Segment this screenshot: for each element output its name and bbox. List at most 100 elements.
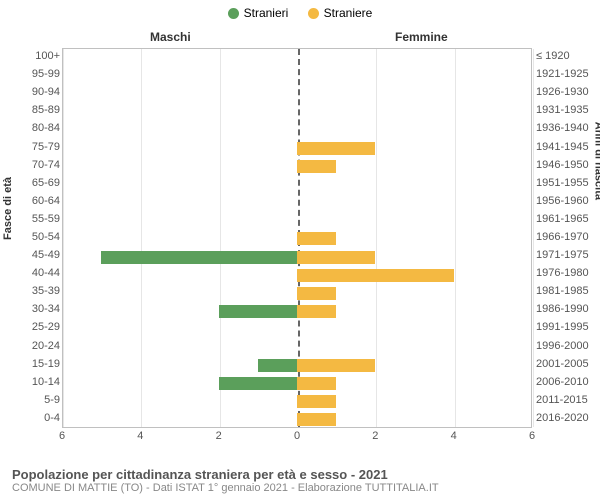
y-left-label: 60-64 [4,195,60,207]
bar-female [297,142,375,155]
population-pyramid-chart: Stranieri Straniere Maschi Femmine Fasce… [0,0,600,500]
bar-female [297,413,336,426]
bar-male [258,359,297,372]
age-row [63,248,531,266]
y-right-label: 1941-1945 [536,141,598,153]
x-tick-label: 0 [294,430,300,442]
y-right-label: 1926-1930 [536,86,598,98]
age-row [63,393,531,411]
age-row [63,320,531,338]
age-row [63,67,531,85]
legend: Stranieri Straniere [0,6,600,22]
bar-female [297,269,454,282]
age-row [63,85,531,103]
chart-footer: Popolazione per cittadinanza straniera p… [12,467,439,494]
bar-male [219,305,297,318]
gridline [533,49,534,427]
y-right-label: 1986-1990 [536,303,598,315]
age-row [63,284,531,302]
y-right-label: 1991-1995 [536,321,598,333]
age-row [63,139,531,157]
y-right-label: 1921-1925 [536,68,598,80]
y-left-label: 25-29 [4,321,60,333]
legend-swatch-female [308,8,319,19]
age-row [63,194,531,212]
y-left-label: 100+ [4,50,60,62]
x-tick-label: 2 [216,430,222,442]
bar-female [297,160,336,173]
age-row [63,230,531,248]
bar-female [297,305,336,318]
y-left-label: 40-44 [4,267,60,279]
y-right-label: 1966-1970 [536,231,598,243]
y-left-label: 45-49 [4,249,60,261]
age-row [63,158,531,176]
y-right-label: 1996-2000 [536,340,598,352]
y-left-label: 50-54 [4,231,60,243]
age-row [63,121,531,139]
y-left-label: 20-24 [4,340,60,352]
y-left-label: 85-89 [4,104,60,116]
x-tick-label: 6 [59,430,65,442]
y-left-label: 0-4 [4,412,60,424]
y-right-label: 1981-1985 [536,285,598,297]
bar-female [297,287,336,300]
age-row [63,339,531,357]
chart-title: Popolazione per cittadinanza straniera p… [12,467,439,482]
bar-female [297,232,336,245]
y-left-label: 70-74 [4,159,60,171]
x-tick-label: 6 [529,430,535,442]
age-row [63,357,531,375]
y-right-label: 2016-2020 [536,412,598,424]
chart-subtitle: COMUNE DI MATTIE (TO) - Dati ISTAT 1° ge… [12,482,439,494]
bar-female [297,251,375,264]
bar-male [101,251,297,264]
legend-swatch-male [228,8,239,19]
y-left-label: 75-79 [4,141,60,153]
legend-item-female: Straniere [308,6,373,20]
y-right-label: 1936-1940 [536,122,598,134]
y-right-label: 2001-2005 [536,358,598,370]
bar-female [297,395,336,408]
y-left-label: 95-99 [4,68,60,80]
y-left-label: 55-59 [4,213,60,225]
bar-female [297,377,336,390]
bar-female [297,359,375,372]
y-left-label: 5-9 [4,394,60,406]
column-header-left: Maschi [150,30,191,44]
age-row [63,212,531,230]
age-row [63,411,531,429]
y-left-label: 90-94 [4,86,60,98]
age-row [63,375,531,393]
y-right-label: 2011-2015 [536,394,598,406]
y-left-label: 10-14 [4,376,60,388]
y-left-label: 80-84 [4,122,60,134]
y-left-label: 15-19 [4,358,60,370]
x-tick-label: 4 [451,430,457,442]
y-right-label: 1976-1980 [536,267,598,279]
age-row [63,49,531,67]
x-tick-label: 4 [137,430,143,442]
bar-male [219,377,297,390]
legend-label-female: Straniere [324,6,373,20]
y-left-label: 30-34 [4,303,60,315]
age-row [63,302,531,320]
age-row [63,103,531,121]
y-right-label: 1961-1965 [536,213,598,225]
age-row [63,176,531,194]
y-right-label: 1931-1935 [536,104,598,116]
y-right-label: 1956-1960 [536,195,598,207]
y-left-label: 65-69 [4,177,60,189]
age-row [63,266,531,284]
y-right-label: 1971-1975 [536,249,598,261]
y-right-label: 1946-1950 [536,159,598,171]
plot-area [62,48,532,428]
y-right-label: 2006-2010 [536,376,598,388]
legend-item-male: Stranieri [228,6,289,20]
y-left-label: 35-39 [4,285,60,297]
y-right-label: ≤ 1920 [536,50,598,62]
y-right-label: 1951-1955 [536,177,598,189]
column-header-right: Femmine [395,30,448,44]
x-tick-label: 2 [372,430,378,442]
legend-label-male: Stranieri [244,6,289,20]
